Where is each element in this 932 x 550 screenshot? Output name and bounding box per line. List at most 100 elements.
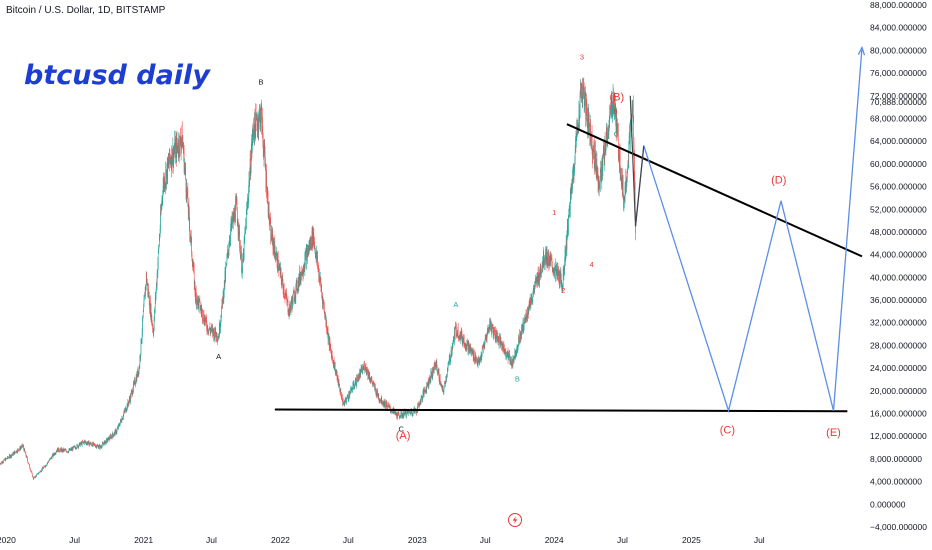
candle-body xyxy=(105,440,106,442)
candle-body xyxy=(106,438,108,440)
candle-body xyxy=(229,240,230,248)
candle-body xyxy=(433,363,435,371)
candle-body xyxy=(87,443,88,445)
candle-body xyxy=(311,230,313,248)
candle-body xyxy=(255,112,257,118)
candle-body xyxy=(38,472,39,474)
candle-body xyxy=(430,380,431,382)
candle-body xyxy=(223,293,225,300)
candle-body xyxy=(138,367,140,374)
candle-body xyxy=(235,199,237,205)
candle-body xyxy=(95,446,96,448)
candle-body xyxy=(472,351,474,355)
candle-body xyxy=(312,227,314,244)
candle-body xyxy=(133,382,134,391)
candle-body xyxy=(1,461,2,463)
candle-body xyxy=(289,302,291,308)
projection-arrow-head xyxy=(857,45,866,56)
candle-body xyxy=(394,410,396,412)
candle-body xyxy=(498,342,500,346)
candle-body xyxy=(320,277,321,283)
candle-body xyxy=(598,177,600,188)
candle-body xyxy=(461,331,462,339)
candle-body xyxy=(604,141,606,149)
candle-body xyxy=(485,338,486,340)
candle-body xyxy=(61,449,63,452)
candle-body xyxy=(495,329,496,339)
candle-body xyxy=(586,97,587,111)
candle-body xyxy=(210,330,211,333)
candle-body xyxy=(152,324,153,329)
candle-body xyxy=(468,342,469,344)
candle-body xyxy=(196,300,198,305)
candle-body xyxy=(309,240,311,250)
candle-body xyxy=(231,217,233,225)
candle-body xyxy=(229,238,231,241)
candle-body xyxy=(174,139,176,158)
candle-body xyxy=(16,452,18,453)
candle-body xyxy=(426,382,427,391)
candle-body xyxy=(355,378,357,386)
candle-body xyxy=(391,411,393,413)
candle-body xyxy=(534,289,535,292)
candle-body xyxy=(126,409,127,411)
candle-body xyxy=(193,265,195,269)
candle-body xyxy=(561,285,562,287)
candle-body xyxy=(275,258,276,259)
candle-body xyxy=(164,185,166,189)
candle-body xyxy=(514,350,516,359)
candle-body xyxy=(333,359,334,366)
candle-body xyxy=(477,362,478,365)
candle-body xyxy=(287,300,289,312)
candle-body xyxy=(288,308,290,315)
candle-body xyxy=(14,451,15,455)
candle-body xyxy=(166,170,167,185)
candle-body xyxy=(265,164,266,171)
candle-body xyxy=(424,390,426,392)
candle-body xyxy=(0,462,2,465)
candle-body xyxy=(121,418,123,423)
candle-body xyxy=(549,255,550,263)
candle-body xyxy=(293,291,295,293)
candle-body xyxy=(467,341,468,343)
candle-body xyxy=(206,320,207,328)
candle-body xyxy=(573,164,574,176)
candle-body xyxy=(456,332,458,335)
candle-body xyxy=(307,250,309,255)
candle-body xyxy=(421,396,423,400)
candle-body xyxy=(6,458,8,460)
candle-body xyxy=(122,418,123,420)
candle-body xyxy=(281,279,282,285)
candle-body xyxy=(312,230,313,246)
candle-body xyxy=(391,410,392,412)
candle-body xyxy=(622,181,624,196)
candle-body xyxy=(166,163,168,179)
candle-body xyxy=(355,378,356,383)
candle-body xyxy=(488,327,489,333)
candle-body xyxy=(446,374,448,377)
candle-body xyxy=(491,325,493,334)
candle-body xyxy=(227,249,228,255)
flash-icon[interactable] xyxy=(508,513,522,527)
candle-body xyxy=(385,401,386,408)
candle-body xyxy=(540,272,542,274)
candle-body xyxy=(44,467,46,468)
candle-body xyxy=(601,158,603,182)
candle-body xyxy=(469,347,470,351)
candle-body xyxy=(376,390,378,395)
candle-body xyxy=(127,400,129,404)
candle-body xyxy=(292,295,294,303)
candle-body xyxy=(463,337,465,345)
candle-body xyxy=(547,252,549,263)
candle-body xyxy=(39,470,41,472)
candle-body xyxy=(271,229,272,239)
candle-body xyxy=(151,322,153,325)
candle-body xyxy=(470,346,471,352)
candle-body xyxy=(396,417,398,419)
candle-body xyxy=(144,292,145,297)
candle-body xyxy=(522,327,523,332)
candle-body xyxy=(173,152,175,154)
candle-body xyxy=(460,331,462,339)
candle-body xyxy=(60,448,61,450)
